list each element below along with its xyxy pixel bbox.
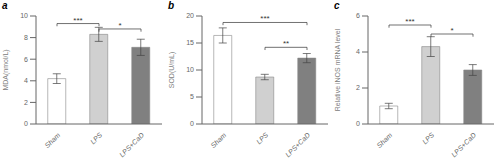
svg-text:***: *** xyxy=(73,16,82,25)
svg-text:4: 4 xyxy=(356,48,360,55)
svg-text:Sham: Sham xyxy=(43,131,61,149)
svg-text:LPS+CaD: LPS+CaD xyxy=(450,131,477,158)
svg-text:LPS+CaD: LPS+CaD xyxy=(118,131,145,158)
svg-text:Sham: Sham xyxy=(209,131,227,149)
svg-text:LPS: LPS xyxy=(89,131,104,146)
svg-text:LPS: LPS xyxy=(421,131,436,146)
svg-text:8: 8 xyxy=(24,34,28,41)
svg-text:***: *** xyxy=(405,17,414,26)
svg-text:Sham: Sham xyxy=(375,131,393,149)
svg-text:MDA(nmol/L): MDA(nmol/L) xyxy=(8,49,10,90)
svg-text:LPS+CaD: LPS+CaD xyxy=(284,131,311,158)
svg-text:SOD(U/mL): SOD(U/mL) xyxy=(168,52,176,89)
svg-text:6: 6 xyxy=(356,12,360,19)
html-text:c: c xyxy=(334,0,340,11)
svg-text:4: 4 xyxy=(24,77,28,84)
svg-text:LPS: LPS xyxy=(255,131,270,146)
svg-text:2: 2 xyxy=(24,99,28,106)
svg-text:Relative iNOS mRNA level: Relative iNOS mRNA level xyxy=(334,28,341,111)
svg-text:0: 0 xyxy=(356,120,360,127)
svg-text:*: * xyxy=(118,21,121,30)
svg-text:***: *** xyxy=(260,14,269,23)
html-text:b: b xyxy=(168,0,175,11)
svg-text:*: * xyxy=(450,26,453,35)
svg-text:2: 2 xyxy=(356,84,360,91)
svg-text:15: 15 xyxy=(186,39,194,46)
svg-text:20: 20 xyxy=(186,12,194,19)
svg-text:5: 5 xyxy=(190,93,194,100)
svg-text:10: 10 xyxy=(186,66,194,73)
svg-text:0: 0 xyxy=(24,120,28,127)
html-text:a: a xyxy=(2,0,8,11)
svg-text:0: 0 xyxy=(190,120,194,127)
svg-text:**: ** xyxy=(283,39,289,48)
svg-text:10: 10 xyxy=(20,12,28,19)
svg-text:6: 6 xyxy=(24,56,28,63)
